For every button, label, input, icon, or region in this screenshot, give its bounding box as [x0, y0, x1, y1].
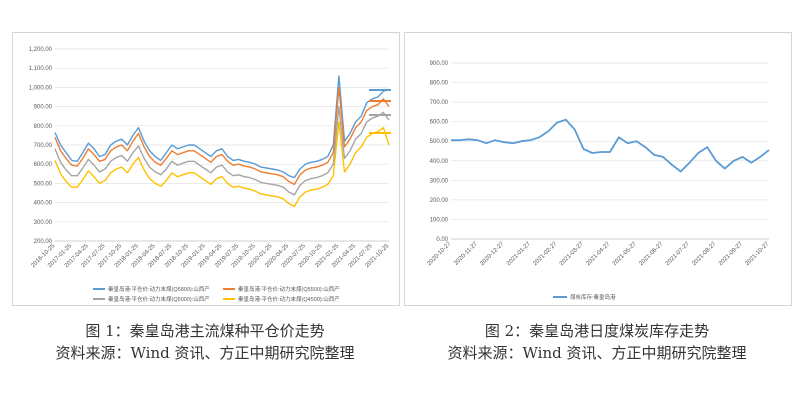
- series-line: [54, 86, 390, 186]
- series-group: [54, 121, 390, 208]
- inventory-chart-svg: 0.00 100.00 200.00 300.00 400.00 500.00 600.00…: [426, 61, 770, 301]
- x-tick-label: 2021-08-27: [691, 241, 717, 267]
- x-tick-label: 2021-03-27: [559, 241, 585, 267]
- y-tick-label: 300.00: [34, 220, 53, 226]
- figure-1-title: 图 1：秦皇岛港主流煤种平仓价走势: [85, 322, 325, 340]
- figure-2-caption: 图 2：秦皇岛港日度煤炭库存走势 资料来源：Wind 资讯、方正中期研究院整理: [404, 320, 790, 364]
- y-tick-label: 700.00: [34, 143, 53, 149]
- y-tick-label: 300.00: [430, 178, 449, 184]
- figure-2-source: 资料来源：Wind 资讯、方正中期研究院整理: [447, 344, 747, 362]
- x-tick-label: 2021-09-27: [718, 241, 744, 267]
- y-tick-label: 100.00: [430, 217, 449, 223]
- x-tick-label: 2021-06-27: [638, 241, 664, 267]
- figure-1-source: 资料来源：Wind 资讯、方正中期研究院整理: [55, 344, 355, 362]
- x-tick-label: 2020-12-27: [479, 241, 505, 267]
- y-tick-label: 1,100.00: [29, 66, 53, 72]
- y-tick-label: 900.00: [430, 61, 449, 67]
- x-tick-label: 2020-11-27: [453, 241, 479, 267]
- series-group: [54, 105, 390, 196]
- legend-label: 秦皇岛港:平仓价:动力末煤(Q5500):山西产: [238, 285, 340, 293]
- y-tick-label: 200.00: [34, 239, 53, 245]
- series-group: [54, 86, 390, 186]
- legend-label: 秦皇岛港:平仓价:动力末煤(Q5800):山西产: [108, 285, 210, 293]
- x-tick-label: 2021-02-27: [532, 241, 558, 267]
- y-tick-label: 500.00: [34, 181, 53, 187]
- legend-label: 煤炭库存:秦皇岛港: [570, 293, 616, 301]
- chart-panel-coal-inventory: 0.00 100.00 200.00 300.00 400.00 500.00 600.00…: [404, 32, 792, 306]
- y-tick-label: 900.00: [34, 105, 53, 111]
- series-line: [54, 121, 390, 208]
- legend-label: 秦皇岛港:平仓价:动力末煤(Q4500):山西产: [238, 295, 340, 303]
- legend-label: 秦皇岛港:平仓价:动力末煤(Q5000):山西产: [108, 295, 210, 303]
- y-tick-label: 800.00: [430, 81, 449, 87]
- x-tick-label: 2021-05-27: [612, 241, 638, 267]
- series-line: [54, 105, 390, 196]
- x-tick-label: 2021-07-27: [665, 241, 691, 267]
- x-tick-label: 2021-04-27: [585, 241, 611, 267]
- chart-panel-coal-price: 200.00 300.00 400.00 500.00 600.00 700.00 800.…: [12, 32, 400, 306]
- series-group: [450, 118, 770, 173]
- y-tick-label: 200.00: [430, 198, 449, 204]
- y-tick-label: 500.00: [430, 139, 449, 145]
- series-line: [451, 118, 770, 173]
- y-tick-label: 0.00: [436, 237, 448, 243]
- y-tick-label: 700.00: [430, 100, 449, 106]
- x-tick-label: 2020-10-27: [426, 241, 452, 267]
- y-tick-label: 1,200.00: [29, 47, 53, 53]
- y-tick-label: 1,000.00: [29, 85, 53, 91]
- price-chart-svg: 200.00 300.00 400.00 500.00 600.00 700.00 800.…: [29, 47, 391, 303]
- figure-1-caption: 图 1：秦皇岛港主流煤种平仓价走势 资料来源：Wind 资讯、方正中期研究院整理: [12, 320, 398, 364]
- y-tick-label: 400.00: [34, 201, 53, 207]
- y-tick-label: 400.00: [430, 159, 449, 165]
- y-tick-label: 600.00: [430, 120, 449, 126]
- figure-2-title: 图 2：秦皇岛港日度煤炭库存走势: [484, 322, 710, 340]
- x-tick-label: 2021-10-27: [744, 241, 770, 267]
- y-tick-label: 600.00: [34, 162, 53, 168]
- y-tick-label: 800.00: [34, 124, 53, 130]
- x-tick-label: 2021-01-27: [506, 241, 532, 267]
